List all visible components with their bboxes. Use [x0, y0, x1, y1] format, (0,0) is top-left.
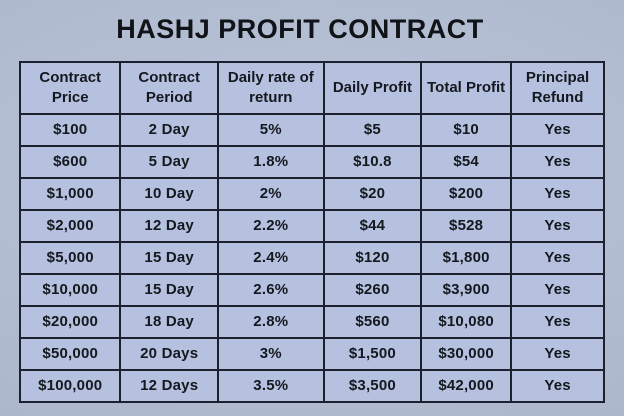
- table-cell: $100,000: [18, 369, 122, 403]
- table-row: $20,000 18 Day 2.8% $560 $10,080 Yes: [18, 305, 605, 339]
- table-cell: $200: [420, 177, 513, 211]
- page-title: HASHJ PROFIT CONTRACT: [116, 14, 484, 44]
- table-cell: Yes: [510, 113, 605, 147]
- table-cell: $10,000: [18, 273, 122, 307]
- table-cell: $44: [322, 209, 423, 243]
- table-cell: 3%: [216, 337, 325, 371]
- table-cell: 5 Day: [119, 145, 219, 179]
- table-row: $5,000 15 Day 2.4% $120 $1,800 Yes: [18, 241, 605, 275]
- table-cell: $5: [322, 113, 423, 147]
- column-header: Contract Price: [18, 61, 122, 115]
- table-cell: $50,000: [18, 337, 122, 371]
- table-cell: 20 Days: [119, 337, 219, 371]
- table-cell: $560: [322, 305, 423, 339]
- table-cell: 15 Day: [119, 241, 219, 275]
- table-cell: 12 Day: [119, 209, 219, 243]
- column-header: Principal Refund: [510, 61, 605, 115]
- table-cell: 12 Days: [119, 369, 219, 403]
- table-cell: 2%: [216, 177, 325, 211]
- table-cell: $1,800: [420, 241, 513, 275]
- profit-contract-table: Contract Price Contract Period Daily rate …: [18, 61, 605, 403]
- table-cell: 2.2%: [216, 209, 325, 243]
- table-cell: 2.4%: [216, 241, 325, 275]
- table-cell: 2.8%: [216, 305, 325, 339]
- table-cell: 18 Day: [119, 305, 219, 339]
- table-cell: Yes: [510, 305, 605, 339]
- table-cell: $20: [322, 177, 423, 211]
- table-row: $100 2 Day 5% $5 $10 Yes: [18, 113, 605, 147]
- table-cell: $260: [322, 273, 423, 307]
- table-row: $100,000 12 Days 3.5% $3,500 $42,000 Yes: [18, 369, 605, 403]
- table-cell: Yes: [510, 145, 605, 179]
- table-cell: Yes: [510, 241, 605, 275]
- table-body: $100 2 Day 5% $5 $10 Yes $600 5 Day 1.8% $10.8 $54…: [18, 113, 605, 403]
- table-row: $1,000 10 Day 2% $20 $200 Yes: [18, 177, 605, 211]
- table-row: $600 5 Day 1.8% $10.8 $54 Yes: [18, 145, 605, 179]
- table-cell: Yes: [510, 369, 605, 403]
- table-cell: Yes: [510, 273, 605, 307]
- table-cell: 5%: [216, 113, 325, 147]
- table-cell: $120: [322, 241, 423, 275]
- table-cell: $30,000: [420, 337, 513, 371]
- table-cell: $100: [18, 113, 122, 147]
- table-cell: $528: [420, 209, 513, 243]
- table-cell: $5,000: [18, 241, 122, 275]
- table-cell: $10,080: [420, 305, 513, 339]
- table-row: $10,000 15 Day 2.6% $260 $3,900 Yes: [18, 273, 605, 307]
- column-header: Daily Profit: [322, 61, 423, 115]
- table-cell: 3.5%: [216, 369, 325, 403]
- table-cell: $10.8: [322, 145, 423, 179]
- table-cell: $42,000: [420, 369, 513, 403]
- table-cell: $600: [18, 145, 122, 179]
- table-cell: Yes: [510, 177, 605, 211]
- table-cell: Yes: [510, 209, 605, 243]
- table-cell: 2 Day: [119, 113, 219, 147]
- table-cell: $3,500: [322, 369, 423, 403]
- header-row: Contract Price Contract Period Daily rate …: [18, 61, 605, 115]
- table-cell: 10 Day: [119, 177, 219, 211]
- table-cell: $1,500: [322, 337, 423, 371]
- table-row: $50,000 20 Days 3% $1,500 $30,000 Yes: [18, 337, 605, 371]
- table-cell: Yes: [510, 337, 605, 371]
- table-cell: 1.8%: [216, 145, 325, 179]
- column-header: Contract Period: [119, 61, 219, 115]
- column-header: Total Profit: [420, 61, 513, 115]
- table-cell: $3,900: [420, 273, 513, 307]
- table-cell: $54: [420, 145, 513, 179]
- table-cell: 15 Day: [119, 273, 219, 307]
- table-cell: $20,000: [18, 305, 122, 339]
- table-cell: $10: [420, 113, 513, 147]
- table-cell: $2,000: [18, 209, 122, 243]
- table-cell: $1,000: [18, 177, 122, 211]
- table-row: $2,000 12 Day 2.2% $44 $528 Yes: [18, 209, 605, 243]
- column-header: Daily rate of return: [216, 61, 325, 115]
- table-cell: 2.6%: [216, 273, 325, 307]
